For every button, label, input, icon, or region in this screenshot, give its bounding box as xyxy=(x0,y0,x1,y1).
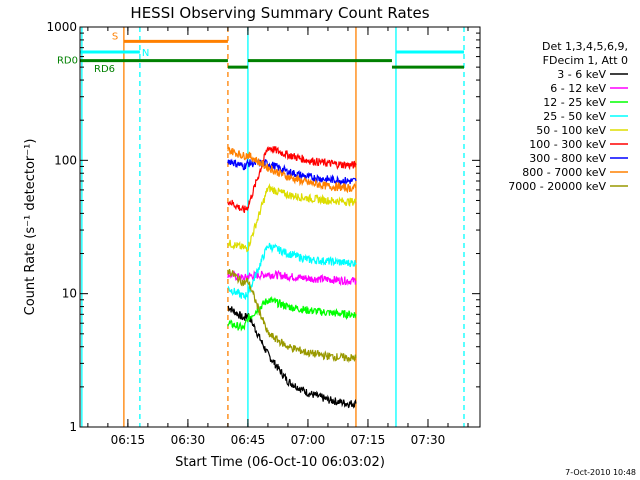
legend-header-line-1: Det 1,3,4,5,6,9, xyxy=(542,40,628,53)
flag-label-rd0: RD0 xyxy=(57,56,78,67)
legend-label-4: 50 - 100 keV xyxy=(536,124,606,137)
series-line-7 xyxy=(227,146,357,194)
legend-label-0: 3 - 6 keV xyxy=(557,68,606,81)
chart-xlabel: Start Time (06-Oct-10 06:03:02) xyxy=(175,455,385,470)
plot-layer: S N RD0 RD6 xyxy=(57,27,465,427)
y-tick-label-0: 1 xyxy=(69,420,77,434)
series-line-5 xyxy=(227,146,357,214)
flag-label-n: N xyxy=(142,48,149,59)
legend-label-6: 300 - 800 keV xyxy=(529,152,606,165)
axis-layer: 1 10 100 1000 06:15 06:30 06:45 07:00 07:15 07:30 xyxy=(46,20,480,447)
x-tick-label-3: 07:00 xyxy=(291,433,326,447)
y-tick-label-1: 10 xyxy=(62,287,77,301)
legend-label-5: 100 - 300 keV xyxy=(529,138,606,151)
legend-header-line-2: FDecim 1, Att 0 xyxy=(543,54,628,67)
flag-label-rd6: RD6 xyxy=(94,64,115,75)
series-line-1 xyxy=(227,269,357,287)
x-tick-label-4: 07:15 xyxy=(351,433,386,447)
flag-label-s: S xyxy=(112,31,118,42)
series-line-8 xyxy=(227,268,357,364)
y-tick-label-2: 100 xyxy=(54,153,77,167)
chart-ylabel: Count Rate (s⁻¹ detector⁻¹) xyxy=(23,139,38,316)
legend-label-2: 12 - 25 keV xyxy=(543,96,606,109)
legend-label-3: 25 - 50 keV xyxy=(543,110,606,123)
footer-date: 7-Oct-2010 10:48 xyxy=(565,468,636,477)
x-tick-label-1: 06:30 xyxy=(171,433,206,447)
legend-label-8: 7000 - 20000 keV xyxy=(508,180,606,193)
series-line-2 xyxy=(227,295,357,332)
legend-label-7: 800 - 7000 keV xyxy=(522,166,606,179)
x-tick-label-2: 06:45 xyxy=(231,433,266,447)
legend-label-1: 6 - 12 keV xyxy=(550,82,606,95)
x-tick-label-5: 07:30 xyxy=(411,433,446,447)
series-line-3 xyxy=(227,242,357,301)
y-tick-label-3: 1000 xyxy=(46,20,77,34)
x-tick-label-0: 06:15 xyxy=(111,433,146,447)
series-line-4 xyxy=(227,182,357,253)
chart-title: HESSI Observing Summary Count Rates xyxy=(130,4,429,22)
plot-frame xyxy=(79,26,481,428)
